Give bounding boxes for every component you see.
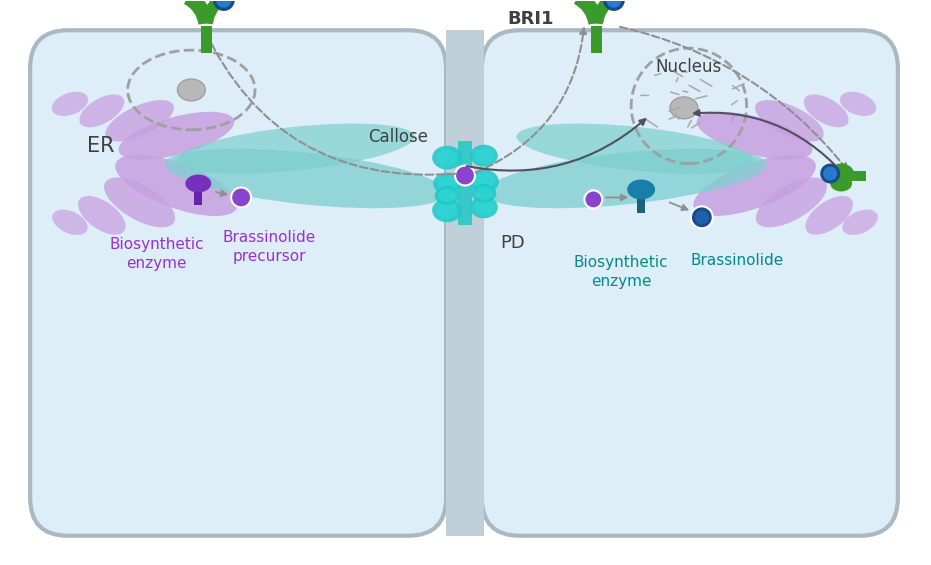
Bar	[591, 26, 601, 53]
Bar	[846, 171, 866, 180]
Bar	[446, 31, 484, 536]
Ellipse shape	[185, 175, 211, 193]
Circle shape	[585, 190, 602, 208]
Ellipse shape	[438, 176, 457, 191]
Ellipse shape	[803, 94, 849, 127]
Ellipse shape	[840, 92, 876, 116]
Ellipse shape	[437, 149, 457, 166]
Circle shape	[603, 0, 625, 11]
Ellipse shape	[830, 176, 852, 192]
Ellipse shape	[517, 124, 754, 174]
Ellipse shape	[432, 198, 462, 222]
Ellipse shape	[433, 172, 461, 194]
Ellipse shape	[470, 145, 498, 167]
Bar	[637, 189, 645, 214]
Circle shape	[820, 164, 840, 184]
FancyArrowPatch shape	[590, 0, 612, 24]
Ellipse shape	[52, 92, 88, 116]
Ellipse shape	[437, 202, 457, 219]
Ellipse shape	[165, 149, 447, 208]
Ellipse shape	[78, 196, 126, 234]
Ellipse shape	[474, 199, 493, 215]
Ellipse shape	[79, 94, 124, 127]
Ellipse shape	[118, 112, 235, 160]
Text: Brassinolide: Brassinolide	[690, 253, 783, 268]
Text: Nucleus: Nucleus	[655, 58, 722, 76]
Ellipse shape	[178, 79, 206, 101]
Ellipse shape	[435, 186, 460, 205]
Ellipse shape	[670, 97, 698, 119]
Text: ER: ER	[87, 136, 115, 156]
Circle shape	[455, 166, 475, 185]
Text: Biosynthetic
enzyme: Biosynthetic enzyme	[109, 237, 204, 271]
Ellipse shape	[475, 187, 492, 200]
Ellipse shape	[52, 210, 88, 235]
Circle shape	[231, 188, 251, 207]
Ellipse shape	[755, 100, 824, 142]
Circle shape	[695, 210, 708, 224]
Ellipse shape	[627, 180, 655, 199]
Ellipse shape	[474, 173, 494, 190]
Circle shape	[213, 0, 235, 11]
Ellipse shape	[756, 177, 827, 227]
Ellipse shape	[439, 189, 456, 202]
Ellipse shape	[470, 197, 498, 218]
Ellipse shape	[177, 124, 414, 174]
Ellipse shape	[694, 155, 816, 216]
FancyArrowPatch shape	[574, 0, 603, 24]
Bar	[195, 184, 202, 206]
Ellipse shape	[696, 112, 813, 160]
FancyArrowPatch shape	[200, 0, 222, 24]
Ellipse shape	[843, 210, 878, 235]
Ellipse shape	[829, 164, 854, 184]
Bar	[458, 141, 472, 225]
Text: Brassinolide
precursor: Brassinolide precursor	[223, 231, 316, 264]
Text: PD: PD	[500, 234, 524, 252]
Circle shape	[606, 0, 622, 8]
FancyBboxPatch shape	[482, 31, 897, 536]
Ellipse shape	[474, 148, 493, 163]
Bar	[201, 26, 211, 53]
FancyArrowPatch shape	[184, 0, 213, 24]
Text: BRI1: BRI1	[507, 10, 554, 28]
Ellipse shape	[104, 177, 175, 227]
FancyBboxPatch shape	[30, 31, 446, 536]
Ellipse shape	[432, 146, 462, 170]
Circle shape	[216, 0, 232, 8]
Ellipse shape	[115, 155, 237, 216]
Ellipse shape	[469, 170, 499, 193]
Ellipse shape	[805, 196, 853, 234]
Circle shape	[691, 206, 713, 228]
Ellipse shape	[484, 149, 766, 208]
Text: Callose: Callose	[369, 128, 428, 146]
Ellipse shape	[105, 100, 174, 142]
Circle shape	[823, 167, 837, 180]
Ellipse shape	[471, 184, 496, 203]
Text: Biosynthetic
enzyme: Biosynthetic enzyme	[573, 255, 668, 289]
